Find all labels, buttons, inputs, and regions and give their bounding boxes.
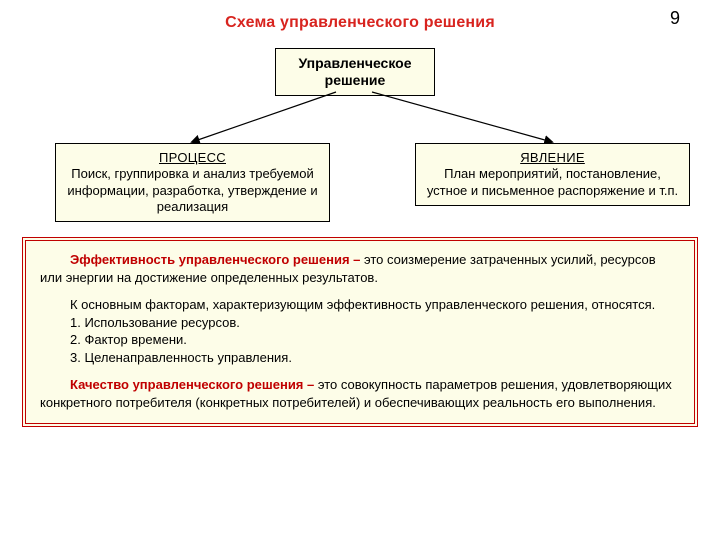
phenomenon-node-header: ЯВЛЕНИЕ — [520, 150, 585, 165]
factors-block: К основным факторам, характеризующим эфф… — [40, 296, 680, 366]
process-node-body: Поиск, группировка и анализ требуемой ин… — [67, 166, 317, 214]
effectiveness-lead: Эффективность управленческого решения – — [70, 252, 360, 267]
diagram-title: Схема управленческого решения — [0, 14, 720, 32]
factor-1: 1. Использование ресурсов. — [40, 314, 680, 332]
quality-lead: Качество управленческого решения – — [70, 377, 314, 392]
effectiveness-paragraph: Эффективность управленческого решения – … — [40, 251, 680, 286]
info-panel: Эффективность управленческого решения – … — [22, 237, 698, 427]
root-node: Управленческоерешение — [275, 48, 435, 96]
process-node: ПРОЦЕСС Поиск, группировка и анализ треб… — [55, 143, 330, 222]
factor-2: 2. Фактор времени. — [40, 331, 680, 349]
root-node-label: Управленческоерешение — [298, 55, 411, 88]
factors-intro: К основным факторам, характеризующим эфф… — [40, 296, 680, 314]
process-node-header: ПРОЦЕСС — [159, 150, 226, 165]
phenomenon-node-body: План мероприятий, постановление, устное … — [427, 166, 678, 197]
factor-3: 3. Целенаправленность управления. — [40, 349, 680, 367]
phenomenon-node: ЯВЛЕНИЕ План мероприятий, постановление,… — [415, 143, 690, 206]
quality-paragraph: Качество управленческого решения – это с… — [40, 376, 680, 411]
